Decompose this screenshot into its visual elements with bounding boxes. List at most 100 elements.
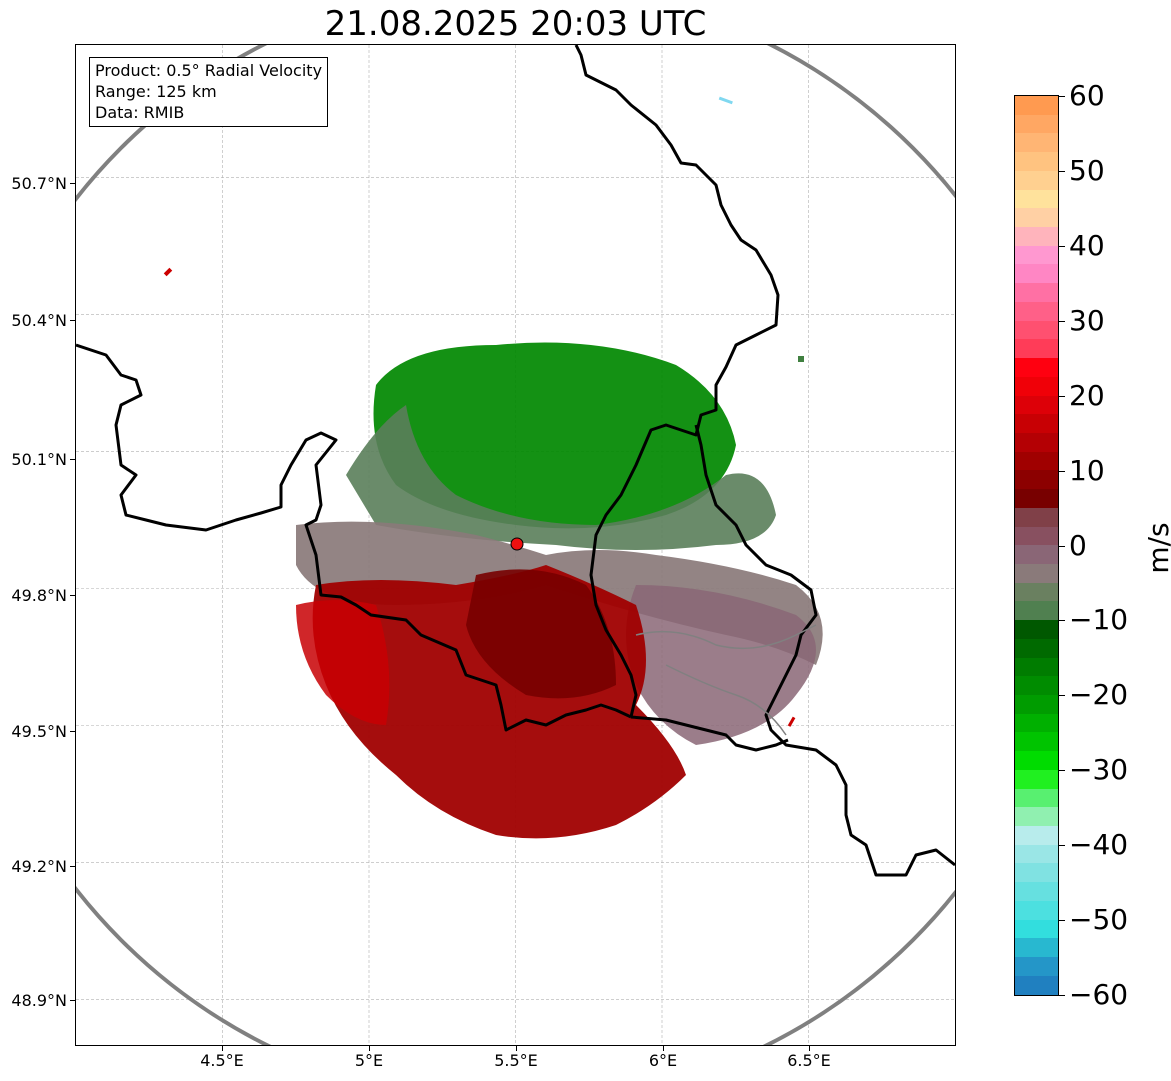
colorbar-tick: [1059, 245, 1065, 247]
colorbar-tick-label: 20: [1069, 378, 1105, 412]
colorbar-segment: [1015, 489, 1058, 508]
lon-tick: [369, 1046, 370, 1051]
colorbar-segment: [1015, 283, 1058, 302]
colorbar-segment: [1015, 133, 1058, 153]
border-luxembourg: [574, 45, 780, 718]
lat-label: 50.7°N: [11, 174, 67, 193]
colorbar-tick-label: 50: [1069, 153, 1105, 187]
colorbar-segment: [1015, 208, 1058, 228]
colorbar-tick-label: −60: [1069, 978, 1129, 1011]
colorbar-segment: [1015, 414, 1058, 433]
colorbar-tick-label: 30: [1069, 303, 1105, 337]
echo-southeast: [787, 716, 796, 727]
colorbar-segment: [1015, 713, 1058, 733]
colorbar-segment: [1015, 807, 1058, 827]
colorbar-segment: [1015, 526, 1058, 546]
colorbar-segment: [1015, 170, 1058, 190]
colorbar-segment: [1015, 620, 1058, 639]
colorbar-tick-label: 10: [1069, 453, 1105, 487]
lon-label: 4.5°E: [200, 1051, 244, 1070]
colorbar-segment: [1015, 264, 1058, 284]
colorbar-segment: [1015, 788, 1058, 808]
lon-label: 6.5°E: [787, 1051, 831, 1070]
colorbar-segment: [1015, 695, 1058, 714]
echo-northwest: [163, 267, 173, 277]
product-line: Product: 0.5° Radial Velocity: [95, 61, 323, 80]
colorbar-segment: [1015, 96, 1058, 115]
colorbar-segment: [1015, 320, 1058, 340]
colorbar-segment: [1015, 657, 1058, 677]
colorbar-segment: [1015, 507, 1058, 527]
outbound-velocity-core: [466, 569, 616, 699]
colorbar-tick: [1059, 695, 1065, 697]
colorbar-segment: [1015, 900, 1058, 920]
colorbar-tick-label: −20: [1069, 678, 1129, 712]
colorbar-segment: [1015, 919, 1058, 939]
colorbar-tick: [1059, 545, 1065, 547]
colorbar-tick: [1059, 320, 1065, 322]
colorbar-tick: [1059, 170, 1065, 172]
colorbar-tick-label: 60: [1069, 79, 1105, 112]
inbound-velocity-area-fringe: [346, 405, 776, 550]
colorbar-segment: [1015, 545, 1058, 564]
lat-tick: [70, 866, 75, 867]
colorbar-segment: [1015, 451, 1058, 471]
lat-label: 50.1°N: [11, 450, 67, 469]
colorbar-segment: [1015, 676, 1058, 695]
lon-tick: [516, 1046, 517, 1051]
data-source-line: Data: RMIB: [95, 103, 185, 122]
colorbar-tick: [1059, 995, 1065, 996]
colorbar-segment: [1015, 751, 1058, 770]
lat-label: 50.4°N: [11, 311, 67, 330]
isolated-echoes: [163, 96, 804, 727]
radar-map-canvas: [76, 45, 955, 1045]
lat-tick: [70, 1000, 75, 1001]
colorbar: [1014, 95, 1059, 996]
colorbar-tick: [1059, 470, 1065, 472]
colorbar-tick: [1059, 845, 1065, 847]
colorbar-segment: [1015, 638, 1058, 658]
colorbar-segment: [1015, 882, 1058, 901]
colorbar-segment: [1015, 826, 1058, 845]
colorbar-segment: [1015, 189, 1058, 209]
colorbar-segment: [1015, 938, 1058, 958]
lat-label: 48.9°N: [11, 991, 67, 1010]
lon-label: 5.5°E: [494, 1051, 538, 1070]
lon-tick: [809, 1046, 810, 1051]
echo-northeast: [718, 96, 733, 105]
colorbar-segment: [1015, 582, 1058, 602]
colorbar-tick: [1059, 96, 1065, 97]
lat-tick: [70, 459, 75, 460]
colorbar-tick-label: −30: [1069, 753, 1129, 787]
colorbar-tick-label: 0: [1069, 528, 1087, 562]
colorbar-tick-label: −10: [1069, 603, 1129, 637]
colorbar-segment: [1015, 376, 1058, 396]
product-info-box: Product: 0.5° Radial Velocity Range: 125…: [89, 57, 329, 127]
lon-tick: [663, 1046, 664, 1051]
colorbar-segment: [1015, 470, 1058, 490]
lat-tick: [70, 595, 75, 596]
border-germany-luxembourg: [694, 424, 955, 877]
colorbar-tick: [1059, 920, 1065, 922]
lat-tick: [70, 183, 75, 184]
colorbar-segment: [1015, 732, 1058, 752]
colorbar-segment: [1015, 245, 1058, 265]
border-france-belgium: [76, 343, 632, 732]
zero-velocity-band-east: [626, 585, 816, 745]
colorbar-segment: [1015, 601, 1058, 621]
colorbar-segment: [1015, 339, 1058, 359]
lat-label: 49.2°N: [11, 857, 67, 876]
colorbar-segment: [1015, 863, 1058, 883]
radar-map[interactable]: Product: 0.5° Radial Velocity Range: 125…: [75, 44, 956, 1046]
colorbar-segment: [1015, 395, 1058, 415]
colorbar-tick-label: −50: [1069, 903, 1129, 937]
country-borders: [76, 45, 955, 877]
colorbar-tick-label: −40: [1069, 828, 1129, 862]
colorbar-tick: [1059, 395, 1065, 397]
colorbar-segment: [1015, 152, 1058, 171]
lat-label: 49.5°N: [11, 722, 67, 741]
colorbar-segment: [1015, 957, 1058, 976]
lon-label: 6°E: [648, 1051, 678, 1070]
lat-tick: [70, 731, 75, 732]
colorbar-tick-label: 40: [1069, 228, 1105, 262]
